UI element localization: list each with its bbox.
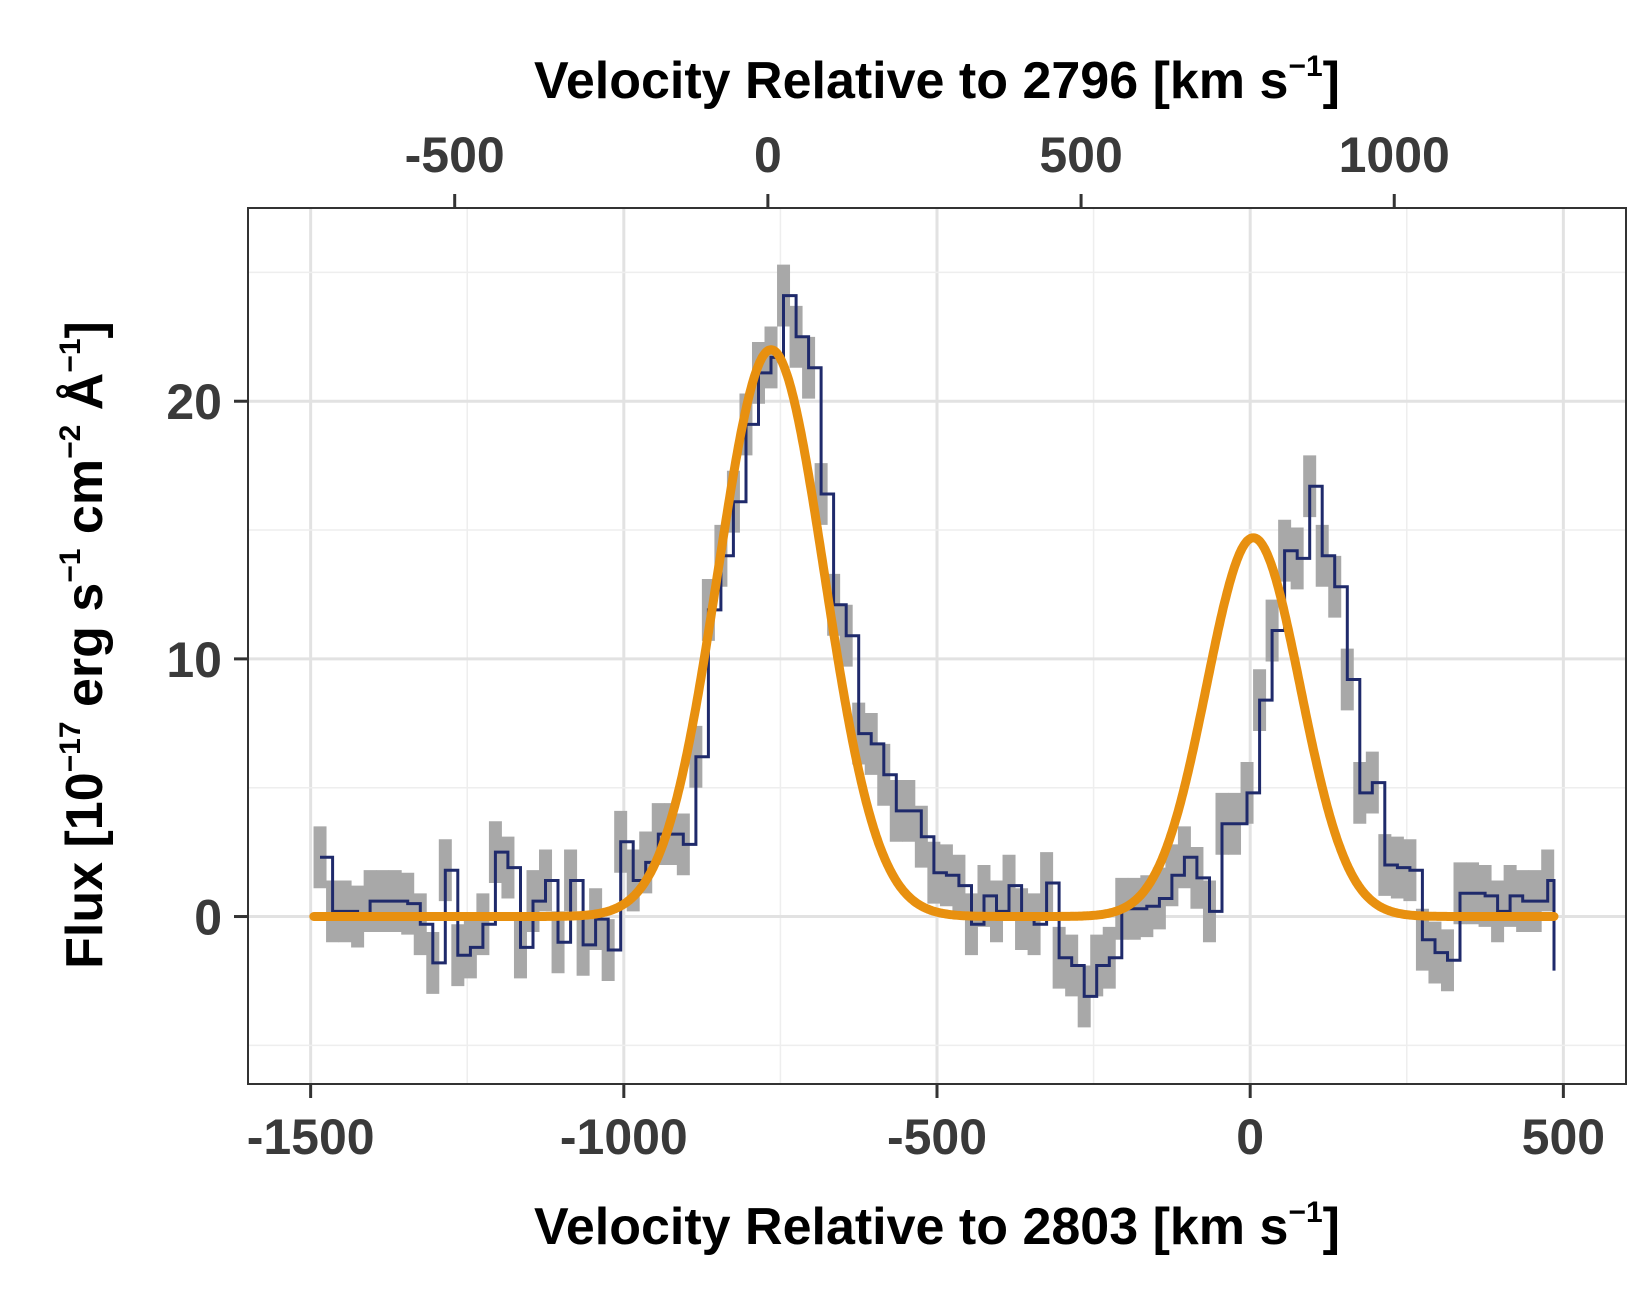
x-top-tick-label: 0 [754, 127, 782, 183]
x-bottom-tick-label: -1000 [560, 1109, 688, 1165]
y-axis-title: Flux [10−17 erg s−1 cm−2 Å−1] [54, 321, 114, 969]
x-bottom-tick-label: 500 [1522, 1109, 1605, 1165]
x-top-tick-label: 500 [1039, 127, 1122, 183]
x-axis-bottom-title: Velocity Relative to 2803 [km s−1] [534, 1196, 1340, 1256]
x-top-tick-label: -500 [405, 127, 505, 183]
axis-ticks: -1500 -1000 -500 0 500 -500 0 500 1000 0 10 20 [166, 127, 1605, 1165]
x-bottom-tick-label: 0 [1236, 1109, 1264, 1165]
model-fit-line [309, 345, 1559, 921]
x-bottom-tick-label: -500 [887, 1109, 987, 1165]
x-axis-top-title: Velocity Relative to 2796 [km s−1] [534, 50, 1340, 110]
y-tick-label: 20 [166, 374, 222, 430]
x-bottom-tick-label: -1500 [247, 1109, 375, 1165]
data-step-line [320, 294, 1556, 998]
x-top-tick-label: 1000 [1339, 127, 1450, 183]
y-tick-label: 0 [194, 890, 222, 946]
y-tick-label: 10 [166, 632, 222, 688]
